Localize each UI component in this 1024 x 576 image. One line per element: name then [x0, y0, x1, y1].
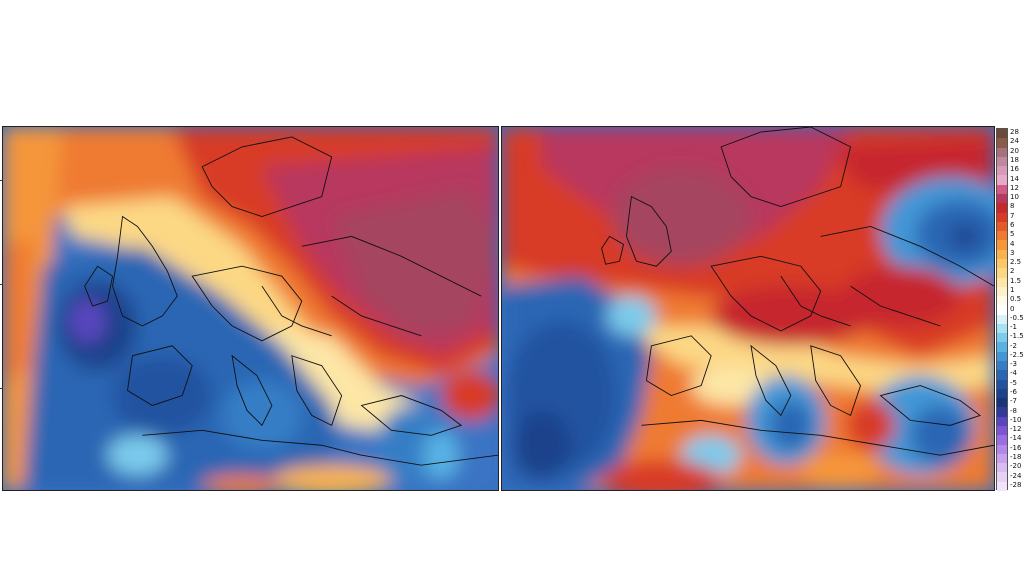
colorbar-tick-label: -14: [1010, 434, 1022, 443]
colorbar-segment: [997, 175, 1007, 186]
colorbar-segment: [997, 286, 1007, 297]
colorbar-segment: [997, 323, 1007, 334]
colorbar-tick-label: -3: [1010, 360, 1017, 369]
colorbar-tick-label: 1: [1010, 285, 1015, 294]
map-right-field: [502, 127, 994, 490]
colorbar-tick-label: -1: [1010, 323, 1017, 332]
colorbar-tick-label: 5: [1010, 230, 1015, 239]
colorbar-segment: [997, 184, 1007, 195]
colorbar-segment: [997, 388, 1007, 399]
colorbar-tick-label: -5: [1010, 378, 1017, 387]
colorbar-tick-label: 2: [1010, 267, 1015, 276]
coastline-outlines: [84, 136, 498, 466]
colorbar-tick-label: 7: [1010, 211, 1015, 220]
colorbar-tick-label: -24: [1010, 471, 1022, 480]
colorbar-tick-label: 2.5: [1010, 258, 1022, 267]
colorbar-tick-label: 24: [1010, 137, 1019, 146]
axis-tick: [0, 388, 3, 389]
colorbar-tick-label: -18: [1010, 453, 1022, 461]
colorbar-tick-label: -8: [1010, 406, 1017, 415]
axis-tick: [0, 284, 3, 285]
colorbar-segment: [997, 314, 1007, 325]
colorbar-segment: [997, 370, 1007, 381]
colorbar-segment: [997, 426, 1007, 436]
temperature-anomaly-field: [3, 127, 498, 490]
colorbar-segment: [997, 435, 1007, 446]
colorbar-tick-label: 28: [1010, 128, 1019, 137]
colorbar-segment: [997, 296, 1007, 306]
colorbar-segment: [997, 138, 1007, 149]
colorbar-segment: [997, 147, 1007, 158]
colorbar-tick-label: 8: [1010, 202, 1015, 211]
colorbar-tick-label: -16: [1010, 443, 1022, 452]
colorbar-tick-label: -2.5: [1010, 350, 1024, 359]
colorbar-segment: [997, 156, 1007, 167]
colorbar-segment: [997, 407, 1007, 418]
colorbar-segment: [997, 472, 1007, 483]
colorbar-tick-label: 20: [1010, 146, 1019, 155]
colorbar-segment: [997, 221, 1007, 232]
colorbar-segment: [997, 268, 1007, 278]
colorbar-tick-label: 16: [1010, 165, 1019, 174]
colorbar-segment: [997, 231, 1007, 241]
colorbar-tick-label: 3: [1010, 248, 1015, 257]
colorbar-tick-label: 1.5: [1010, 276, 1022, 285]
colorbar-segment: [997, 398, 1007, 408]
colorbar-tick-label: -10: [1010, 415, 1022, 424]
colorbar-tick-label: 14: [1010, 174, 1019, 183]
colorbar-segment: [997, 240, 1007, 251]
colorbar-tick-label: 12: [1010, 183, 1019, 192]
colorbar-segment: [997, 129, 1007, 139]
colorbar-tick-label: 4: [1010, 239, 1015, 248]
colorbar-tick-label: -7: [1010, 397, 1017, 406]
temperature-anomaly-field: [502, 127, 994, 490]
colorbar-segment: [997, 305, 1007, 316]
colorbar-segment: [997, 203, 1007, 214]
axis-tick: [0, 180, 3, 181]
colorbar-segment: [997, 351, 1007, 362]
colorbar-segment: [997, 481, 1007, 492]
colorbar-segment: [997, 342, 1007, 353]
colorbar-segment: [997, 212, 1007, 223]
colorbar-segment: [997, 277, 1007, 288]
map-left-field: [3, 127, 498, 490]
colorbar-tick-label: -28: [1010, 480, 1022, 489]
colorbar-tick-label: 0: [1010, 304, 1015, 313]
colorbar-tick-label: -4: [1010, 369, 1017, 378]
colorbar-segment: [997, 249, 1007, 260]
colorbar-tick-label: 6: [1010, 220, 1015, 229]
colorbar-segment: [997, 361, 1007, 371]
colorbar-segment: [997, 463, 1007, 473]
anomaly-map-left: [2, 126, 499, 491]
coastline-outlines: [601, 127, 994, 456]
colorbar-tick-label: -6: [1010, 388, 1017, 397]
colorbar-tick-label: -12: [1010, 425, 1022, 434]
colorbar-segment: [997, 379, 1007, 390]
colorbar-tick-label: -20: [1010, 462, 1022, 471]
anomaly-map-right: [501, 126, 995, 491]
colorbar-tick-label: 10: [1010, 193, 1019, 202]
colorbar-tick-label: -1.5: [1010, 332, 1024, 341]
colorbar-tick-label: 0.5: [1010, 295, 1022, 304]
colorbar: [996, 128, 1008, 492]
colorbar-segment: [997, 193, 1007, 204]
colorbar-segment: [997, 166, 1007, 176]
colorbar-tick-label: 18: [1010, 155, 1019, 164]
colorbar-segment: [997, 416, 1007, 427]
colorbar-tick-label: -0.5: [1010, 313, 1024, 322]
colorbar-segment: [997, 258, 1007, 269]
colorbar-tick-label: -2: [1010, 341, 1017, 350]
colorbar-segment: [997, 453, 1007, 464]
colorbar-segment: [997, 333, 1007, 343]
colorbar-segment: [997, 444, 1007, 455]
